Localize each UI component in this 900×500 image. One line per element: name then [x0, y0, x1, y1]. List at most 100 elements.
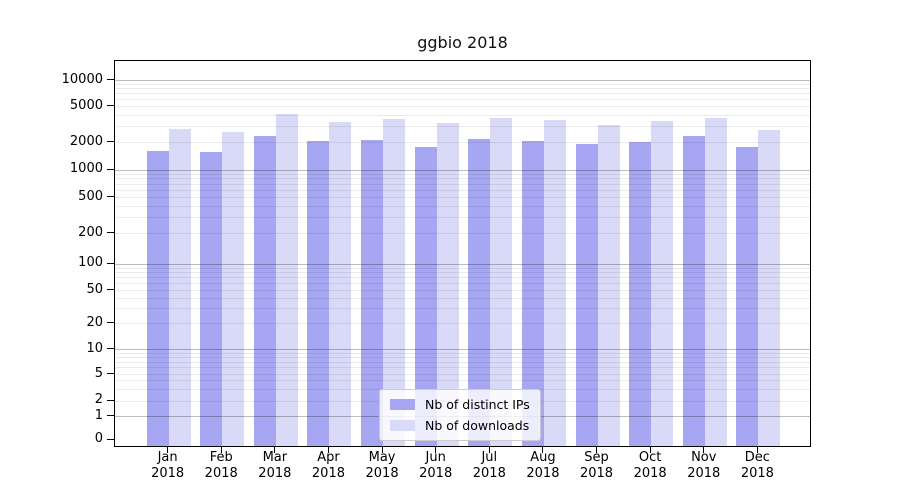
x-tick-label: Jan 2018: [136, 450, 200, 481]
bar-downloads-mar: [275, 113, 298, 446]
y-tick-label: 1000: [69, 161, 103, 176]
y-axis-tick: [107, 79, 114, 80]
bar-distinct-ips-sep: [575, 144, 598, 446]
gridline-minor: [115, 380, 810, 382]
bar-distinct-ips-nov: [682, 135, 705, 446]
x-tick-label: Aug 2018: [511, 450, 575, 481]
y-tick-label: 200: [78, 224, 103, 240]
y-axis-tick: [107, 289, 114, 290]
x-axis-tick: [488, 446, 490, 453]
x-tick-label-month: Jan: [157, 450, 178, 465]
y-axis-tick: [107, 232, 114, 233]
x-tick-label: Mar 2018: [243, 450, 307, 481]
gridline-minor: [115, 267, 810, 269]
bar-downloads-oct: [651, 120, 674, 446]
gridline-minor: [115, 352, 810, 354]
gridline-minor: [115, 283, 810, 285]
gridline-minor: [115, 126, 810, 128]
x-tick-label-month: Mar: [262, 450, 288, 465]
y-axis-tick: [107, 168, 114, 170]
gridline-minor: [115, 290, 810, 291]
x-axis-tick: [167, 446, 169, 453]
gridline-minor: [115, 93, 810, 95]
gridline-major: [115, 263, 810, 265]
gridline-minor: [115, 178, 810, 180]
gridline-minor: [115, 323, 810, 324]
x-tick-label-year: 2018: [419, 465, 453, 481]
gridline-minor: [115, 298, 810, 300]
x-tick-label: Feb 2018: [189, 450, 253, 481]
gridlines-layer: [115, 61, 810, 446]
y-axis-tick: [107, 348, 114, 349]
x-tick-label-month: Apr: [317, 450, 340, 465]
x-tick-label: Jun 2018: [404, 450, 468, 481]
gridline-minor: [115, 233, 810, 234]
gridline-minor: [115, 83, 810, 85]
x-tick-label-month: Aug: [530, 450, 556, 465]
x-tick-label-year: 2018: [204, 465, 238, 481]
x-tick-label: Jul 2018: [457, 450, 521, 481]
y-axis-tick: [107, 196, 114, 197]
x-tick-label: May 2018: [350, 450, 414, 481]
x-tick-label: Dec 2018: [725, 450, 789, 481]
gridline-minor: [115, 197, 810, 198]
legend: Nb of distinct IPs Nb of downloads: [379, 388, 541, 441]
gridline-minor: [115, 277, 810, 279]
y-tick-label: 10000: [61, 71, 103, 87]
gridline-minor: [115, 205, 810, 207]
x-tick-label-month: Dec: [744, 450, 770, 465]
gridline-minor: [115, 114, 810, 116]
y-tick-label: 100: [78, 255, 103, 270]
x-axis-tick: [542, 446, 544, 453]
y-tick-label: 2: [94, 392, 103, 407]
bar-downloads-aug: [543, 119, 566, 446]
bar-downloads-feb: [222, 132, 245, 446]
bar-distinct-ips-jan: [146, 151, 169, 446]
bars-layer: [115, 61, 810, 446]
chart-title: ggbio 2018: [417, 33, 508, 52]
legend-swatch-downloads: [390, 419, 415, 431]
y-tick-label: 1: [94, 407, 103, 423]
x-tick-label-year: 2018: [633, 465, 667, 481]
gridline-minor: [115, 106, 810, 107]
gridline-minor: [115, 189, 810, 191]
x-tick-label-year: 2018: [365, 465, 399, 481]
legend-item-distinct-ips: Nb of distinct IPs: [390, 397, 530, 412]
bar-distinct-ips-apr: [307, 141, 330, 446]
x-tick-label-year: 2018: [472, 465, 506, 481]
x-axis-tick: [703, 446, 705, 453]
y-axis-tick: [107, 415, 114, 416]
x-tick-label-month: Nov: [691, 450, 717, 465]
x-tick-label-year: 2018: [579, 465, 614, 481]
gridline-minor: [115, 374, 810, 375]
gridline-minor: [115, 272, 810, 274]
bar-distinct-ips-dec: [736, 146, 759, 446]
x-tick-label-year: 2018: [740, 465, 774, 481]
gridline-minor: [115, 142, 810, 143]
y-tick-label: 0: [94, 431, 103, 446]
y-axis-tick: [107, 262, 114, 264]
legend-label-distinct-ips: Nb of distinct IPs: [425, 396, 530, 412]
x-tick-label-year: 2018: [687, 465, 721, 481]
x-axis-tick: [756, 446, 758, 453]
y-tick-label: 5: [94, 365, 103, 381]
y-axis-tick: [107, 399, 114, 401]
bar-distinct-ips-oct: [629, 141, 652, 446]
y-tick-label: 5000: [69, 97, 103, 113]
x-tick-label: Nov 2018: [672, 450, 736, 481]
x-tick-label-year: 2018: [311, 465, 345, 481]
y-axis-tick: [107, 373, 114, 374]
x-axis-tick: [274, 446, 276, 453]
x-tick-label: Sep 2018: [565, 450, 629, 481]
gridline-major: [115, 80, 810, 81]
gridline-major: [115, 169, 810, 171]
x-tick-label: Apr 2018: [296, 450, 360, 481]
y-tick-label: 2000: [69, 133, 103, 149]
y-axis-tick: [107, 105, 114, 106]
bar-downloads-dec: [758, 130, 781, 446]
bar-downloads-nov: [704, 118, 727, 446]
y-tick-label: 10: [86, 340, 103, 356]
x-axis-tick: [381, 446, 383, 453]
gridline-minor: [115, 183, 810, 185]
